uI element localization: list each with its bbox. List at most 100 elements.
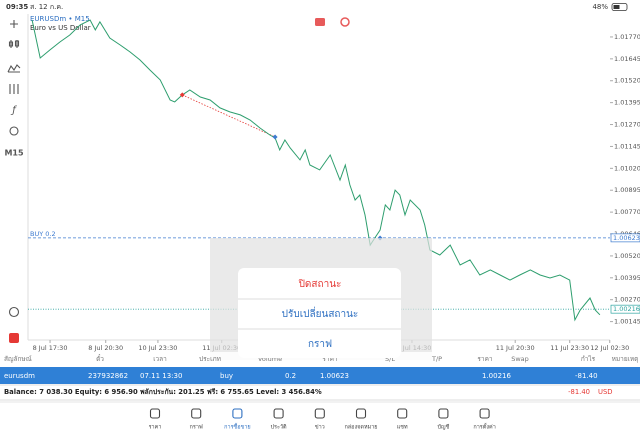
timeframe[interactable]: M15 (4, 149, 24, 158)
x-tick-label: 12 Jul 02:30 (590, 344, 629, 352)
modify-position[interactable]: ปรับเปลี่ยนสถานะ (282, 306, 359, 320)
time: 09:35 (6, 3, 28, 11)
cell: 1.00623 (320, 372, 349, 380)
close-position[interactable]: ปิดสถานะ (298, 279, 341, 290)
y-tick-label: 1.01770 (614, 33, 640, 41)
y-tick-label: 1.00145 (614, 318, 640, 326)
bid-price-box (610, 304, 640, 314)
tab-icon[interactable] (314, 408, 325, 419)
left-toolbar: ƒ M15 (4, 20, 24, 343)
y-tick-label: 1.01645 (614, 55, 640, 63)
cell: buy (220, 372, 233, 380)
tab-icon[interactable] (191, 408, 202, 419)
trade-tool[interactable] (9, 333, 19, 343)
symbol: EURUSDm • M15 (30, 15, 90, 23)
tab-label[interactable]: กราฟ (190, 424, 203, 431)
trade-marker (179, 92, 185, 98)
tab-label[interactable]: แชท (397, 424, 408, 431)
x-tick-label: 8 Jul 17:30 (33, 344, 68, 352)
tab-bar: ราคา กราฟ การซื้อขาย ประวัติ ข่าว กล่องจดหมาย… (0, 401, 640, 431)
column-header: Swap (511, 355, 529, 363)
column-header: ราคา (322, 355, 337, 363)
depth-button[interactable] (340, 17, 350, 27)
tab-icon[interactable] (397, 408, 408, 419)
tab-icon[interactable] (232, 408, 243, 419)
status-bar: 09:35 ส. 12 ก.ค. 48% (6, 3, 628, 11)
objects-tool[interactable] (9, 84, 19, 94)
chart-type-tool[interactable] (8, 40, 20, 48)
tab-label[interactable]: บัญชี (437, 424, 449, 431)
tab-icon[interactable] (273, 408, 284, 419)
y-tick-label: 1.01270 (614, 121, 640, 129)
positions-table: Balance: 7 038.30 Equity: 6 956.90 พลักป… (0, 352, 640, 401)
column-header: ราคา (477, 355, 492, 363)
y-tick-label: 1.00770 (614, 208, 640, 216)
position-price: 1.00623 (613, 234, 640, 242)
chart: EURUSDm • M15 Euro vs US Dollar 1.01770 1… (27, 14, 640, 352)
action-sheet: ปิดสถานะ ปรับเปลี่ยนสถานะ กราฟ (238, 268, 401, 358)
y-tick-label: 1.00270 (614, 296, 640, 304)
position-label: BUY 0.2 (30, 230, 56, 238)
position-price-box (610, 233, 640, 243)
balance-summary: Balance: 7 038.30 Equity: 6 956.90 พลักป… (4, 388, 322, 396)
trade-link (182, 94, 276, 138)
tab-label[interactable]: ราคา (149, 425, 162, 431)
tab-label[interactable]: กล่องจดหมาย (344, 425, 377, 431)
y-tick-label: 1.00520 (614, 252, 640, 260)
y-tick-label: 1.01520 (614, 77, 640, 85)
x-tick-label: 11 Jul 23:30 (550, 344, 589, 352)
cell: 237932862 (88, 372, 128, 380)
total-profit: -81.40 (568, 388, 590, 396)
open-chart[interactable]: กราฟ (308, 339, 332, 350)
tab-icon[interactable] (355, 408, 367, 419)
y-tick-label: 1.00395 (614, 274, 640, 282)
column-header: Volume (258, 355, 282, 363)
tab-icon[interactable] (438, 408, 449, 419)
y-tick-label: 1.01020 (614, 164, 640, 172)
tab-label[interactable]: การตั้งค่า (473, 423, 495, 431)
crosshair-tool[interactable] (10, 20, 18, 28)
x-tick-label: 11 Jul 20:30 (496, 344, 535, 352)
y-tick-label: 1.01145 (614, 142, 640, 150)
column-header: ประเภท (199, 355, 221, 363)
tab-label[interactable]: ประวัติ (271, 424, 287, 431)
one-click-button[interactable] (315, 18, 325, 26)
zoom-tool[interactable] (8, 306, 20, 318)
indicators-tool[interactable] (7, 64, 21, 73)
column-header: เวลา (153, 355, 167, 363)
x-tick-label: 8 Jul 20:30 (88, 344, 123, 352)
currency: USD (598, 388, 613, 396)
y-tick-label: 1.00895 (614, 186, 640, 194)
column-header: T/P (431, 355, 442, 363)
sheet (238, 268, 401, 358)
column-header: ตั๋ว (96, 354, 104, 363)
cell: 0.2 (285, 372, 296, 380)
tab-label[interactable]: การซื้อขาย (224, 423, 250, 431)
column-header: สัญลักษณ์ (4, 355, 32, 363)
selected-row[interactable] (0, 367, 640, 384)
column-header: กำไร (581, 355, 596, 363)
battery-level: 48% (592, 3, 608, 11)
x-tick-label: 10 Jul 23:30 (138, 344, 177, 352)
y-tick-label: 1.01395 (614, 99, 640, 107)
function-tool[interactable]: ƒ (10, 105, 17, 116)
symbol-description: Euro vs US Dollar (30, 24, 91, 32)
table-header-bg (0, 352, 640, 366)
tab-label[interactable]: ข่าว (315, 425, 325, 431)
date: ส. 12 ก.ค. (30, 3, 63, 11)
tab-icon[interactable] (149, 408, 161, 419)
column-header: S/L (385, 355, 395, 363)
column-header: หมายเหตุ (612, 355, 639, 363)
cell: -81.40 (575, 372, 598, 380)
trade-marker (272, 134, 278, 140)
bid-price: 1.00216 (613, 305, 640, 313)
shapes-tool[interactable] (9, 126, 19, 136)
cell: eurusdm (4, 372, 35, 380)
battery (611, 3, 628, 11)
cell: 1.00216 (482, 372, 511, 380)
cell: 07.11 13:30 (140, 372, 182, 380)
price-line (31, 19, 601, 322)
tab-icon[interactable] (479, 408, 490, 419)
battery-fill (613, 5, 620, 9)
